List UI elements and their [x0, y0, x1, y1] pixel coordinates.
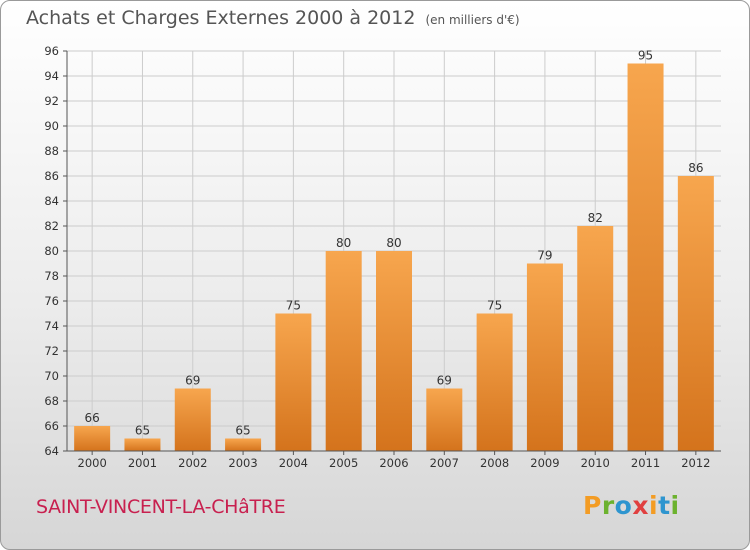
y-tick-label: 72 [44, 344, 59, 358]
chart-title: Achats et Charges Externes 2000 à 2012 (e… [26, 7, 520, 29]
bar [275, 313, 312, 451]
y-tick-label: 76 [44, 294, 59, 308]
bar [376, 251, 412, 451]
data-label: 95 [638, 49, 653, 63]
y-tick-label: 80 [44, 244, 59, 258]
data-label: 65 [135, 424, 150, 438]
logo-letter: i [649, 491, 659, 520]
bar [476, 313, 513, 451]
y-tick-label: 94 [44, 69, 59, 83]
x-tick-label: 2010 [581, 456, 610, 470]
proxiti-logo[interactable]: Proxiti [583, 491, 680, 520]
y-tick-label: 74 [44, 319, 59, 333]
x-tick-label: 2005 [329, 456, 358, 470]
x-tick-label: 2008 [480, 456, 509, 470]
data-label: 79 [537, 249, 552, 263]
logo-letter: P [583, 491, 602, 520]
data-label: 80 [386, 236, 401, 250]
y-tick-label: 92 [44, 94, 59, 108]
data-label: 80 [336, 236, 351, 250]
y-tick-label: 64 [44, 444, 59, 458]
x-tick-label: 2004 [279, 456, 308, 470]
bar [174, 388, 211, 451]
logo-letter: i [670, 491, 680, 520]
y-tick-label: 96 [44, 44, 59, 58]
y-tick-label: 70 [44, 369, 59, 383]
data-label: 86 [688, 161, 703, 175]
bar [225, 438, 262, 451]
data-label: 75 [487, 299, 502, 313]
commune-name: SAINT-VINCENT-LA-CHâTRE [36, 496, 286, 518]
x-tick-label: 2002 [178, 456, 207, 470]
data-label: 75 [286, 299, 301, 313]
x-tick-label: 2007 [430, 456, 459, 470]
logo-letter: r [601, 491, 615, 520]
bar [426, 388, 463, 451]
y-tick-label: 88 [44, 144, 59, 158]
chart-title-text: Achats et Charges Externes 2000 à 2012 [26, 7, 416, 29]
x-tick-label: 2011 [631, 456, 660, 470]
bar [526, 263, 563, 451]
data-label: 69 [437, 374, 452, 388]
bar [74, 426, 111, 451]
y-tick-label: 86 [44, 169, 59, 183]
bars: 66 65 69 65 75 80 80 69 75 79 82 95 86 [74, 49, 714, 451]
x-tick-label: 2000 [78, 456, 107, 470]
x-tick-label: 2012 [681, 456, 710, 470]
bar [627, 63, 664, 451]
y-tick-label: 82 [44, 219, 59, 233]
data-label: 65 [235, 424, 250, 438]
data-label: 66 [85, 411, 100, 425]
axes: 64 66 68 70 72 74 76 78 80 82 84 86 88 90 92 94 96 2000 20… [44, 44, 721, 470]
bar [325, 251, 362, 451]
logo-letter: t [658, 491, 671, 520]
bar [577, 226, 614, 451]
data-label: 82 [588, 211, 603, 225]
logo-letter: o [614, 491, 633, 520]
bar [124, 438, 161, 451]
data-label: 69 [185, 374, 200, 388]
y-tick-label: 78 [44, 269, 59, 283]
y-tick-label: 66 [44, 419, 59, 433]
y-tick-label: 90 [44, 119, 59, 133]
y-tick-label: 84 [44, 194, 59, 208]
x-tick-label: 2006 [379, 456, 408, 470]
x-tick-label: 2003 [228, 456, 257, 470]
bar [677, 176, 714, 451]
x-tick-label: 2009 [530, 456, 559, 470]
x-tick-label: 2001 [128, 456, 157, 470]
y-tick-label: 68 [44, 394, 59, 408]
logo-letter: x [632, 491, 649, 520]
chart-unit: (en milliers d'€) [425, 13, 520, 27]
